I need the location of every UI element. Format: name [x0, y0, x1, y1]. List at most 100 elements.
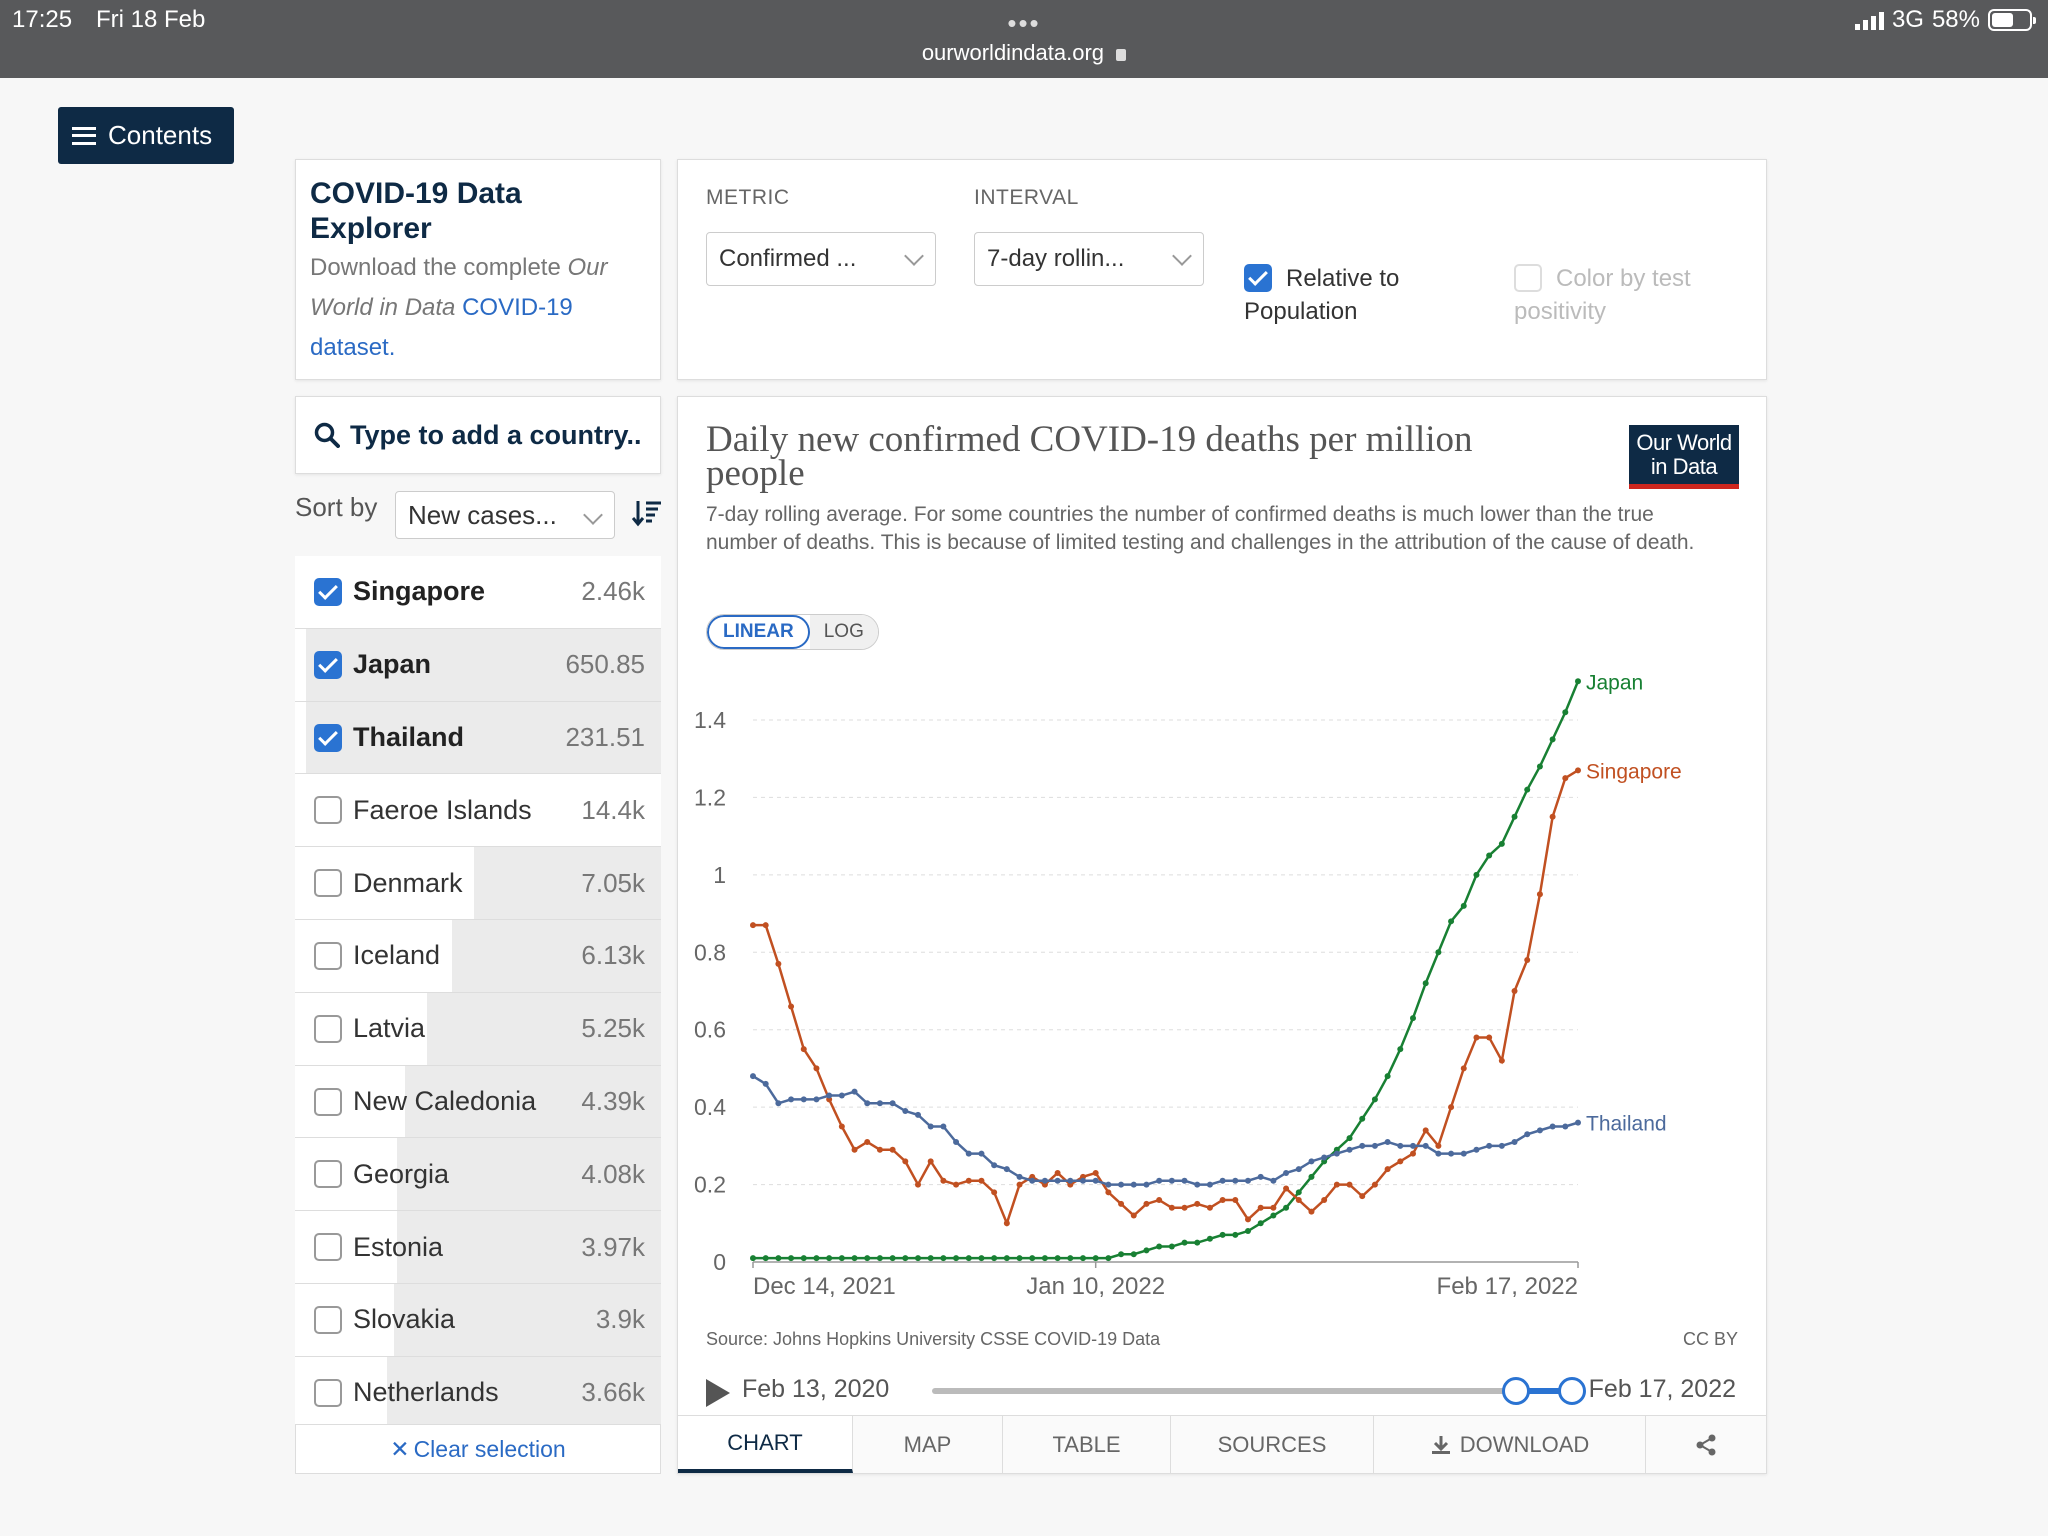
data-point-japan: [1524, 786, 1531, 793]
country-list[interactable]: Singapore 2.46k Japan 650.85 Thailand 231.51 F…: [295, 556, 661, 1424]
data-point-thailand: [953, 1138, 960, 1145]
data-point-japan: [1168, 1243, 1175, 1250]
country-checkbox[interactable]: [314, 1087, 342, 1116]
relative-population-label[interactable]: Relative to Population: [1244, 265, 1400, 325]
sort-order-icon[interactable]: [632, 498, 662, 528]
search-icon: [314, 422, 340, 448]
line-chart[interactable]: 0 0.2 0.4 0.6 0.8 1 1.2 1.4 Dec 14, 2021 Jan 10, …: [678, 397, 1766, 1327]
data-point-japan: [826, 1255, 833, 1262]
data-point-thailand: [1460, 1150, 1467, 1157]
more-dots-icon[interactable]: •••: [1007, 8, 1041, 38]
data-point-singapore: [1486, 1034, 1493, 1041]
data-point-japan: [1410, 1015, 1416, 1022]
country-row[interactable]: Denmark 7.05k: [295, 847, 661, 920]
address-bar[interactable]: ourworldindata.org: [0, 40, 2048, 66]
country-value-bar: [295, 556, 661, 628]
country-checkbox[interactable]: [314, 1305, 342, 1334]
scale-toggle[interactable]: LINEAR LOG: [706, 614, 879, 650]
country-row[interactable]: Singapore 2.46k: [295, 556, 661, 629]
country-checkbox[interactable]: [314, 796, 342, 825]
data-point-japan: [1067, 1255, 1074, 1262]
country-row[interactable]: Georgia 4.08k: [295, 1138, 661, 1212]
country-value: 3.9k: [595, 1304, 645, 1335]
url-text: ourworldindata.org: [921, 40, 1105, 65]
data-point-singapore: [940, 1177, 947, 1184]
country-checkbox[interactable]: [314, 1378, 342, 1407]
data-point-thailand: [1080, 1177, 1086, 1184]
tab-chart[interactable]: CHART: [678, 1416, 853, 1473]
country-row[interactable]: Thailand 231.51: [295, 701, 661, 775]
data-point-japan: [1308, 1173, 1315, 1180]
country-checkbox[interactable]: [314, 1014, 342, 1043]
country-search[interactable]: Type to add a country..: [295, 396, 661, 474]
data-point-singapore: [1181, 1204, 1188, 1211]
data-point-singapore: [1194, 1200, 1201, 1207]
data-point-singapore: [1448, 1104, 1455, 1111]
country-checkbox[interactable]: [314, 869, 342, 898]
share-button[interactable]: [1646, 1416, 1766, 1473]
country-row[interactable]: Latvia 5.25k: [295, 992, 661, 1066]
data-point-japan: [775, 1255, 782, 1262]
contents-button[interactable]: Contents: [58, 107, 234, 164]
country-checkbox[interactable]: [314, 650, 342, 679]
clear-selection-button[interactable]: ✕ Clear selection: [295, 1424, 661, 1474]
share-icon: [1696, 1434, 1716, 1455]
country-row[interactable]: Estonia 3.97k: [295, 1211, 661, 1284]
status-date: Fri 18 Feb: [96, 6, 206, 33]
owid-logo[interactable]: Our World in Data: [1629, 425, 1739, 489]
chart-tabs: CHART MAP TABLE SOURCES DOWNLOAD: [678, 1415, 1766, 1473]
country-row[interactable]: Iceland 6.13k: [295, 919, 661, 993]
tab-label: SOURCES: [1217, 1431, 1327, 1457]
series-line-singapore: [753, 769, 1579, 1227]
country-checkbox[interactable]: [314, 578, 342, 606]
data-point-singapore: [1321, 1197, 1328, 1204]
data-point-thailand: [838, 1092, 845, 1099]
chart-license[interactable]: CC BY: [1682, 1329, 1738, 1349]
dataset-link[interactable]: COVID-19 dataset.: [310, 294, 573, 361]
country-checkbox[interactable]: [314, 723, 342, 752]
tab-download[interactable]: DOWNLOAD: [1374, 1416, 1646, 1473]
country-name: Slovakia: [353, 1304, 456, 1335]
sort-select[interactable]: New cases...: [395, 491, 615, 539]
tab-map[interactable]: MAP: [853, 1416, 1003, 1473]
timeline-track[interactable]: [932, 1388, 1572, 1394]
country-row[interactable]: Faeroe Islands 14.4k: [295, 774, 661, 848]
data-point-thailand: [1549, 1123, 1556, 1130]
data-point-japan: [1219, 1231, 1226, 1238]
timeline-end-handle[interactable]: [1558, 1377, 1586, 1405]
timeline[interactable]: Feb 13, 2020 Feb 17, 2022: [706, 1365, 1746, 1415]
country-row[interactable]: Japan 650.85: [295, 628, 661, 702]
logo-line1: Our World: [1636, 430, 1732, 455]
country-row[interactable]: Netherlands 3.66k: [295, 1356, 661, 1424]
relative-population-checkbox[interactable]: [1244, 264, 1272, 292]
data-point-japan: [750, 1255, 756, 1262]
timeline-start-handle[interactable]: [1502, 1377, 1530, 1405]
data-point-japan: [1118, 1251, 1125, 1258]
data-point-thailand: [826, 1092, 833, 1099]
chart-source[interactable]: Source: Johns Hopkins University CSSE CO…: [706, 1329, 1161, 1349]
data-point-thailand: [1105, 1181, 1112, 1188]
data-point-japan: [889, 1255, 896, 1262]
play-icon[interactable]: [706, 1379, 730, 1407]
interval-select[interactable]: 7-day rollin...: [974, 232, 1204, 286]
metric-select[interactable]: Confirmed ...: [706, 232, 936, 286]
data-point-singapore: [1168, 1204, 1175, 1211]
scale-log-button[interactable]: LOG: [809, 615, 878, 649]
data-point-japan: [991, 1255, 998, 1262]
country-row[interactable]: Slovakia 3.9k: [295, 1283, 661, 1357]
country-row[interactable]: New Caledonia 4.39k: [295, 1065, 661, 1139]
country-checkbox[interactable]: [314, 941, 342, 970]
data-point-thailand: [876, 1100, 883, 1107]
explorer-title-card: COVID-19 Data Explorer Download the comp…: [295, 159, 661, 380]
data-point-thailand: [927, 1123, 934, 1130]
country-checkbox[interactable]: [314, 1233, 342, 1262]
country-checkbox[interactable]: [314, 1160, 342, 1189]
data-point-japan: [800, 1255, 807, 1262]
country-value: 5.25k: [581, 1013, 645, 1044]
scale-linear-button[interactable]: LINEAR: [707, 615, 810, 649]
tab-table[interactable]: TABLE: [1003, 1416, 1171, 1473]
data-point-japan: [1194, 1239, 1201, 1246]
tab-sources[interactable]: SOURCES: [1171, 1416, 1374, 1473]
data-point-singapore: [800, 1046, 807, 1053]
data-point-japan: [1460, 902, 1467, 909]
